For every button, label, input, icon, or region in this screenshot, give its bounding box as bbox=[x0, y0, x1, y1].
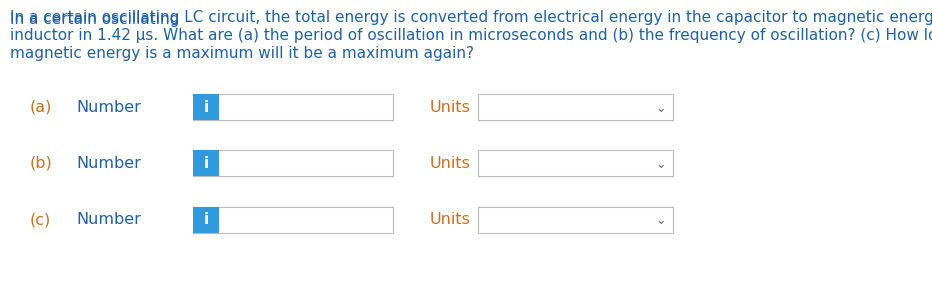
Text: (b): (b) bbox=[30, 156, 53, 170]
FancyBboxPatch shape bbox=[478, 207, 673, 233]
Text: ⌄: ⌄ bbox=[656, 157, 666, 170]
Text: Number: Number bbox=[76, 212, 141, 228]
FancyBboxPatch shape bbox=[193, 150, 219, 176]
FancyBboxPatch shape bbox=[478, 150, 673, 176]
FancyBboxPatch shape bbox=[193, 94, 393, 120]
Text: i: i bbox=[203, 212, 209, 228]
Text: ⌄: ⌄ bbox=[656, 214, 666, 228]
Text: ⌄: ⌄ bbox=[656, 102, 666, 115]
Text: Units: Units bbox=[430, 156, 471, 170]
FancyBboxPatch shape bbox=[193, 150, 393, 176]
Text: (a): (a) bbox=[30, 99, 52, 115]
Text: i: i bbox=[203, 156, 209, 170]
FancyBboxPatch shape bbox=[193, 207, 393, 233]
Text: (c): (c) bbox=[30, 212, 51, 228]
Text: Number: Number bbox=[76, 99, 141, 115]
Text: In a certain oscillating LC circuit, the total energy is converted from electric: In a certain oscillating LC circuit, the… bbox=[10, 10, 932, 25]
FancyBboxPatch shape bbox=[193, 207, 219, 233]
FancyBboxPatch shape bbox=[193, 94, 219, 120]
Text: Number: Number bbox=[76, 156, 141, 170]
FancyBboxPatch shape bbox=[478, 94, 673, 120]
Text: Units: Units bbox=[430, 99, 471, 115]
Text: In a certain oscillating: In a certain oscillating bbox=[10, 12, 185, 27]
Text: In a certain oscillating: In a certain oscillating bbox=[10, 12, 185, 27]
Text: magnetic energy is a maximum will it be a maximum again?: magnetic energy is a maximum will it be … bbox=[10, 46, 474, 61]
Text: inductor in 1.42 µs. What are (a) the period of oscillation in microseconds and : inductor in 1.42 µs. What are (a) the pe… bbox=[10, 28, 932, 43]
Text: i: i bbox=[203, 99, 209, 115]
Text: Units: Units bbox=[430, 212, 471, 228]
